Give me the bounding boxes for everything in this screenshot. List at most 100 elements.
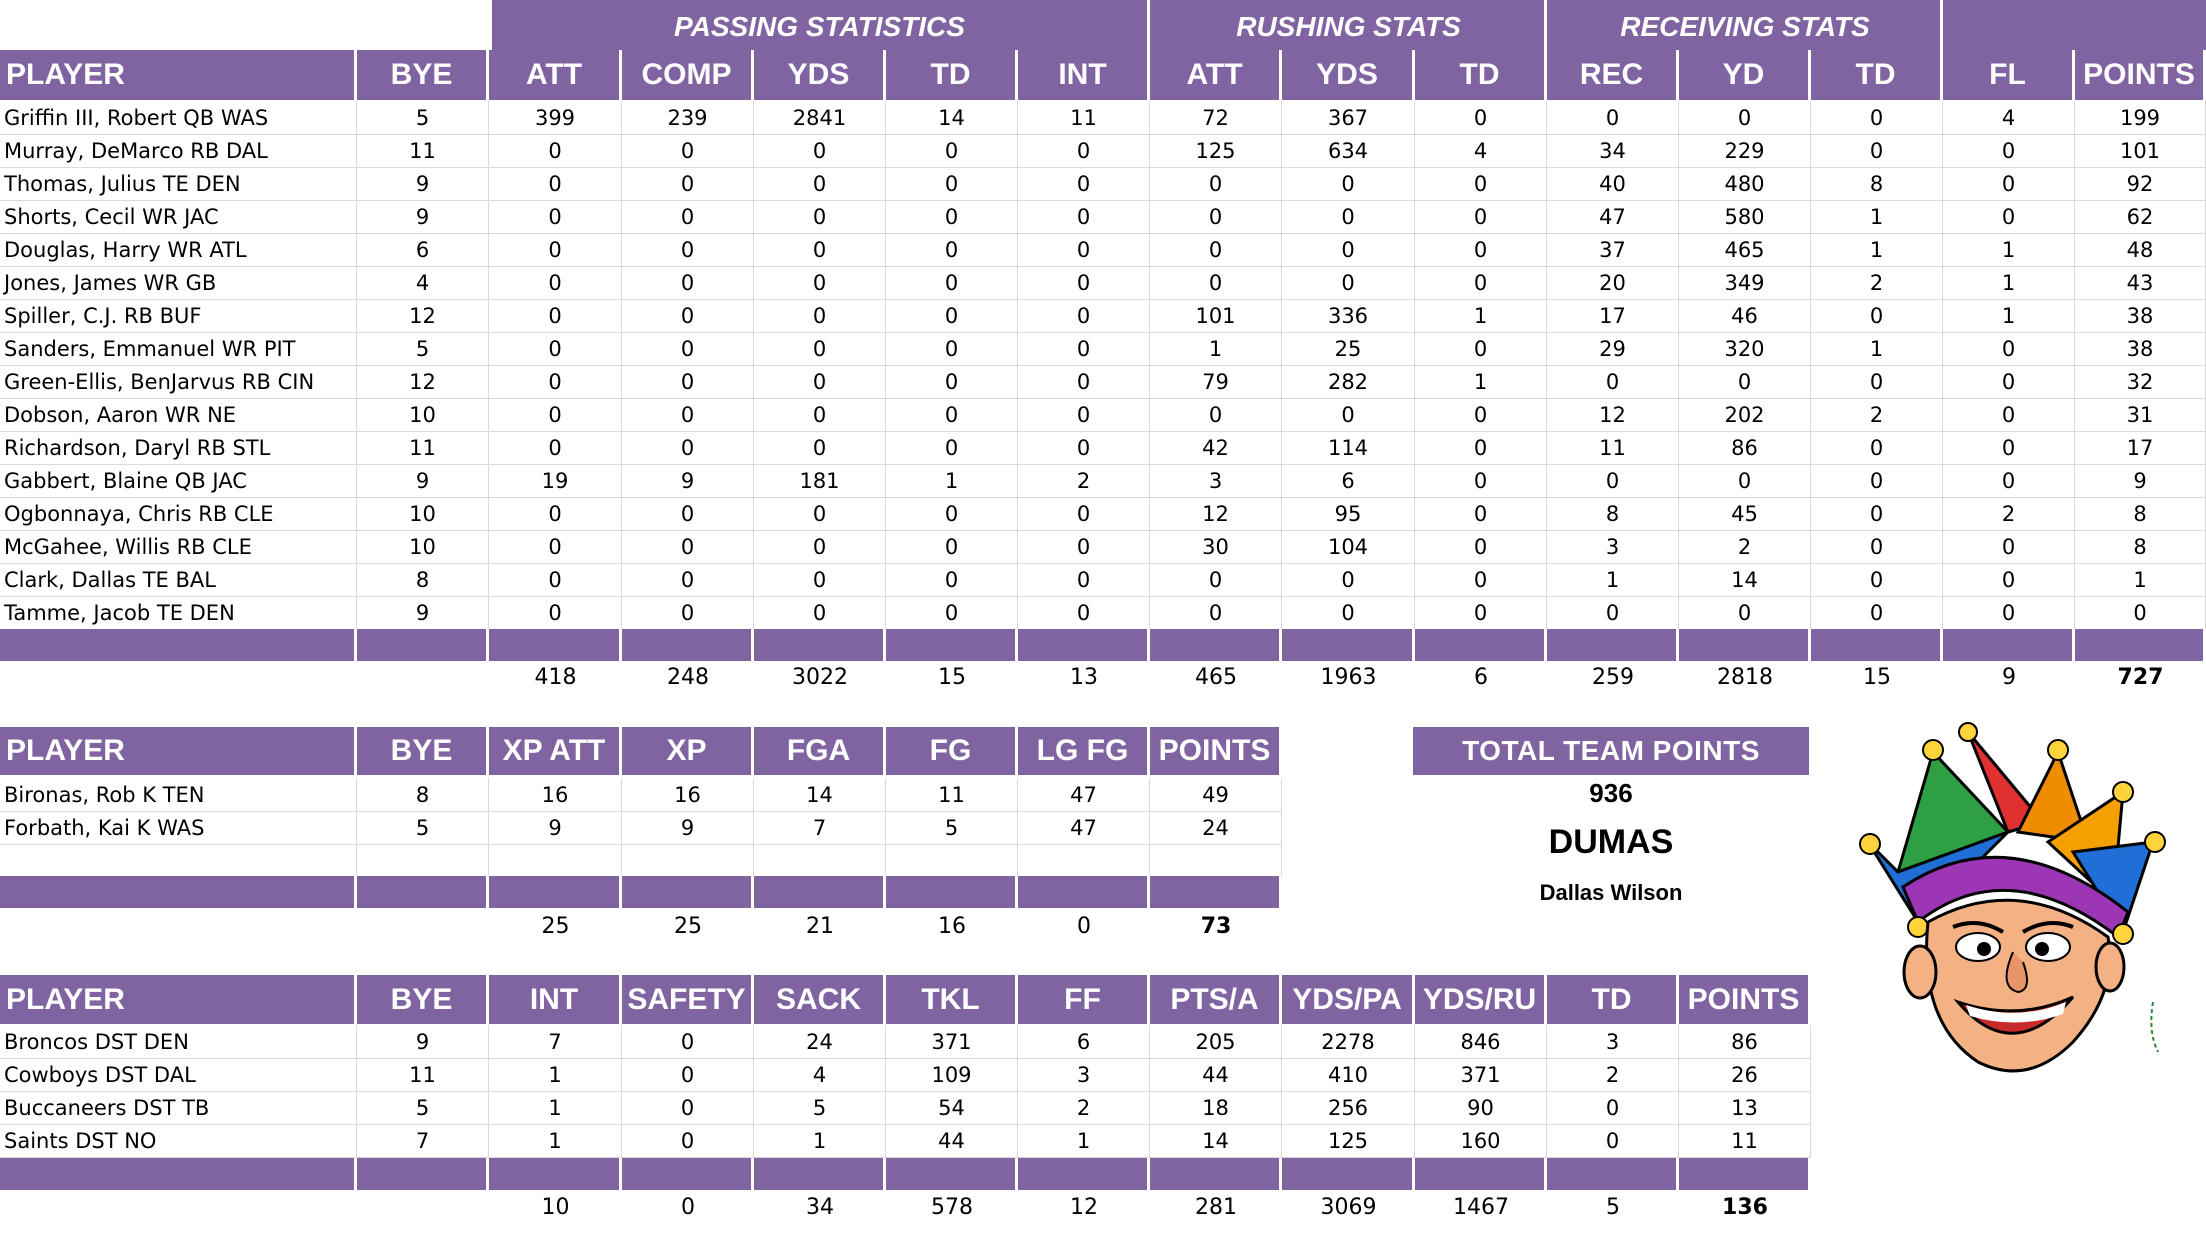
separator-cell bbox=[1547, 1158, 1679, 1190]
stat-cell-ff: 6 bbox=[1018, 1025, 1150, 1058]
stat-cell-td: 0 bbox=[886, 530, 1018, 563]
stat-cell-points: 9 bbox=[2075, 464, 2206, 497]
total-cell-yd: 2818 bbox=[1717, 665, 1773, 690]
total-cell-att: 418 bbox=[534, 665, 577, 690]
stat-cell-fl: 0 bbox=[1943, 464, 2075, 497]
stat-cell-bye: 5 bbox=[357, 1091, 489, 1124]
stat-cell-fl: 0 bbox=[1943, 530, 2075, 563]
stat-cell-points: 86 bbox=[1679, 1025, 1811, 1058]
total-cell-yds-pa: 3069 bbox=[1320, 1195, 1377, 1220]
stat-cell-td: 0 bbox=[1415, 530, 1547, 563]
separator-cell bbox=[622, 1158, 754, 1190]
stat-cell-safety: 0 bbox=[622, 1124, 754, 1157]
stat-cell-att: 42 bbox=[1150, 431, 1282, 464]
column-header-yds: YDS bbox=[1282, 50, 1415, 100]
column-header-int: INT bbox=[1018, 50, 1150, 100]
total-cell-td: 5 bbox=[1606, 1195, 1620, 1220]
separator-cell bbox=[0, 876, 357, 908]
stat-cell-yd: 202 bbox=[1679, 398, 1811, 431]
offense-row: Dobson, Aaron WR NE 10 0 0 0 0 0 0 0 0 12 202 2 0 31 bbox=[0, 398, 2206, 432]
stat-cell-att: 0 bbox=[1150, 563, 1282, 596]
separator-cell bbox=[0, 629, 357, 661]
stat-cell-td: 0 bbox=[886, 266, 1018, 299]
stat-cell-td: 0 bbox=[886, 134, 1018, 167]
player-name-cell: Cowboys DST DAL bbox=[0, 1058, 357, 1091]
stat-cell-att: 0 bbox=[489, 134, 622, 167]
stat-cell-yds: 0 bbox=[754, 365, 886, 398]
stat-cell-comp: 0 bbox=[622, 497, 754, 530]
stat-cell-td: 1 bbox=[1415, 299, 1547, 332]
stat-cell-rec: 0 bbox=[1547, 596, 1679, 629]
column-header-td: TD bbox=[886, 50, 1018, 100]
separator-cell bbox=[1150, 876, 1282, 908]
column-header-td: TD bbox=[1415, 50, 1547, 100]
defense-row: Buccaneers DST TB 5 1 0 5 54 2 18 256 90 0 13 bbox=[0, 1091, 1811, 1125]
separator-cell bbox=[2075, 629, 2206, 661]
separator-cell bbox=[0, 1158, 357, 1190]
stat-cell-td: 0 bbox=[1547, 1124, 1679, 1157]
stat-cell-int: 0 bbox=[1018, 134, 1150, 167]
stat-cell-rec: 29 bbox=[1547, 332, 1679, 365]
total-cell-xp: 25 bbox=[674, 914, 702, 939]
stat-cell-points: 13 bbox=[1679, 1091, 1811, 1124]
stat-cell-yds-ru: 371 bbox=[1415, 1058, 1547, 1091]
stat-cell-comp: 0 bbox=[622, 398, 754, 431]
column-header-yds: YDS bbox=[754, 50, 886, 100]
separator-cell bbox=[357, 629, 489, 661]
separator-cell bbox=[1018, 876, 1150, 908]
kickers-row: Forbath, Kai K WAS 5 9 9 7 5 47 24 bbox=[0, 811, 1282, 845]
stat-cell-yd: 480 bbox=[1679, 167, 1811, 200]
offense-row: Tamme, Jacob TE DEN 9 0 0 0 0 0 0 0 0 0 0 0 0 0 bbox=[0, 596, 2206, 630]
stat-cell-bye bbox=[357, 844, 489, 877]
stat-cell-rec: 1 bbox=[1547, 563, 1679, 596]
stat-cell-points: 1 bbox=[2075, 563, 2206, 596]
stat-cell-int: 2 bbox=[1018, 464, 1150, 497]
column-header-safety: SAFETY bbox=[622, 975, 754, 1024]
player-name-cell: Green-Ellis, BenJarvus RB CIN bbox=[0, 365, 357, 398]
stat-cell-comp: 0 bbox=[622, 233, 754, 266]
group-divider bbox=[1147, 0, 1150, 50]
kickers-totals-row: 25 25 21 16 0 73 bbox=[0, 910, 1282, 943]
stat-cell-yds-pa: 125 bbox=[1282, 1124, 1415, 1157]
stat-cell-td: 0 bbox=[1415, 398, 1547, 431]
group-header-rushing-stats: RUSHING STATS bbox=[1236, 11, 1461, 42]
defense-row: Broncos DST DEN 9 7 0 24 371 6 205 2278 846 3 86 bbox=[0, 1025, 1811, 1059]
column-header-xp: XP bbox=[622, 727, 754, 775]
stat-cell-yds: 0 bbox=[754, 233, 886, 266]
stat-cell-safety: 0 bbox=[622, 1058, 754, 1091]
column-header-points: POINTS bbox=[2075, 50, 2206, 100]
stat-cell-xp-att: 9 bbox=[489, 811, 622, 844]
stat-cell-fl: 0 bbox=[1943, 167, 2075, 200]
separator-cell bbox=[754, 876, 886, 908]
stat-cell-bye: 9 bbox=[357, 464, 489, 497]
separator-cell bbox=[886, 876, 1018, 908]
stat-cell-yds: 282 bbox=[1282, 365, 1415, 398]
stat-cell-yds: 0 bbox=[1282, 266, 1415, 299]
stat-cell-safety: 0 bbox=[622, 1025, 754, 1058]
stat-cell-td: 0 bbox=[886, 497, 1018, 530]
player-name-cell: Shorts, Cecil WR JAC bbox=[0, 200, 357, 233]
stat-cell-lg-fg: 47 bbox=[1018, 778, 1150, 811]
stat-cell-td: 0 bbox=[1811, 497, 1943, 530]
stat-cell-points: 38 bbox=[2075, 332, 2206, 365]
offense-row: Shorts, Cecil WR JAC 9 0 0 0 0 0 0 0 0 47 580 1 0 62 bbox=[0, 200, 2206, 234]
stat-cell-fga: 14 bbox=[754, 778, 886, 811]
defense-header-row: PLAYER BYE INT SAFETY SACK TKL FF PTS/A YDS/PA YD… bbox=[0, 975, 1811, 1024]
stat-cell-fga: 7 bbox=[754, 811, 886, 844]
stat-cell-bye: 5 bbox=[357, 811, 489, 844]
offense-row: Sanders, Emmanuel WR PIT 5 0 0 0 0 0 1 25 0 29 320 1… bbox=[0, 332, 2206, 366]
stat-cell-yds: 0 bbox=[1282, 233, 1415, 266]
player-name-cell: Richardson, Daryl RB STL bbox=[0, 431, 357, 464]
total-cell-player bbox=[0, 661, 357, 694]
stat-cell-att: 0 bbox=[489, 365, 622, 398]
total-cell-rec: 259 bbox=[1592, 665, 1634, 690]
separator-cell bbox=[489, 1158, 622, 1190]
column-header-td: TD bbox=[1547, 975, 1679, 1024]
total-cell-fg: 16 bbox=[938, 914, 966, 939]
column-header-td: TD bbox=[1811, 50, 1943, 100]
stat-cell-xp: 9 bbox=[622, 811, 754, 844]
stat-cell-fl: 0 bbox=[1943, 134, 2075, 167]
total-cell-int: 13 bbox=[1070, 665, 1098, 690]
column-header-ff: FF bbox=[1018, 975, 1150, 1024]
stat-cell-td: 0 bbox=[1415, 200, 1547, 233]
